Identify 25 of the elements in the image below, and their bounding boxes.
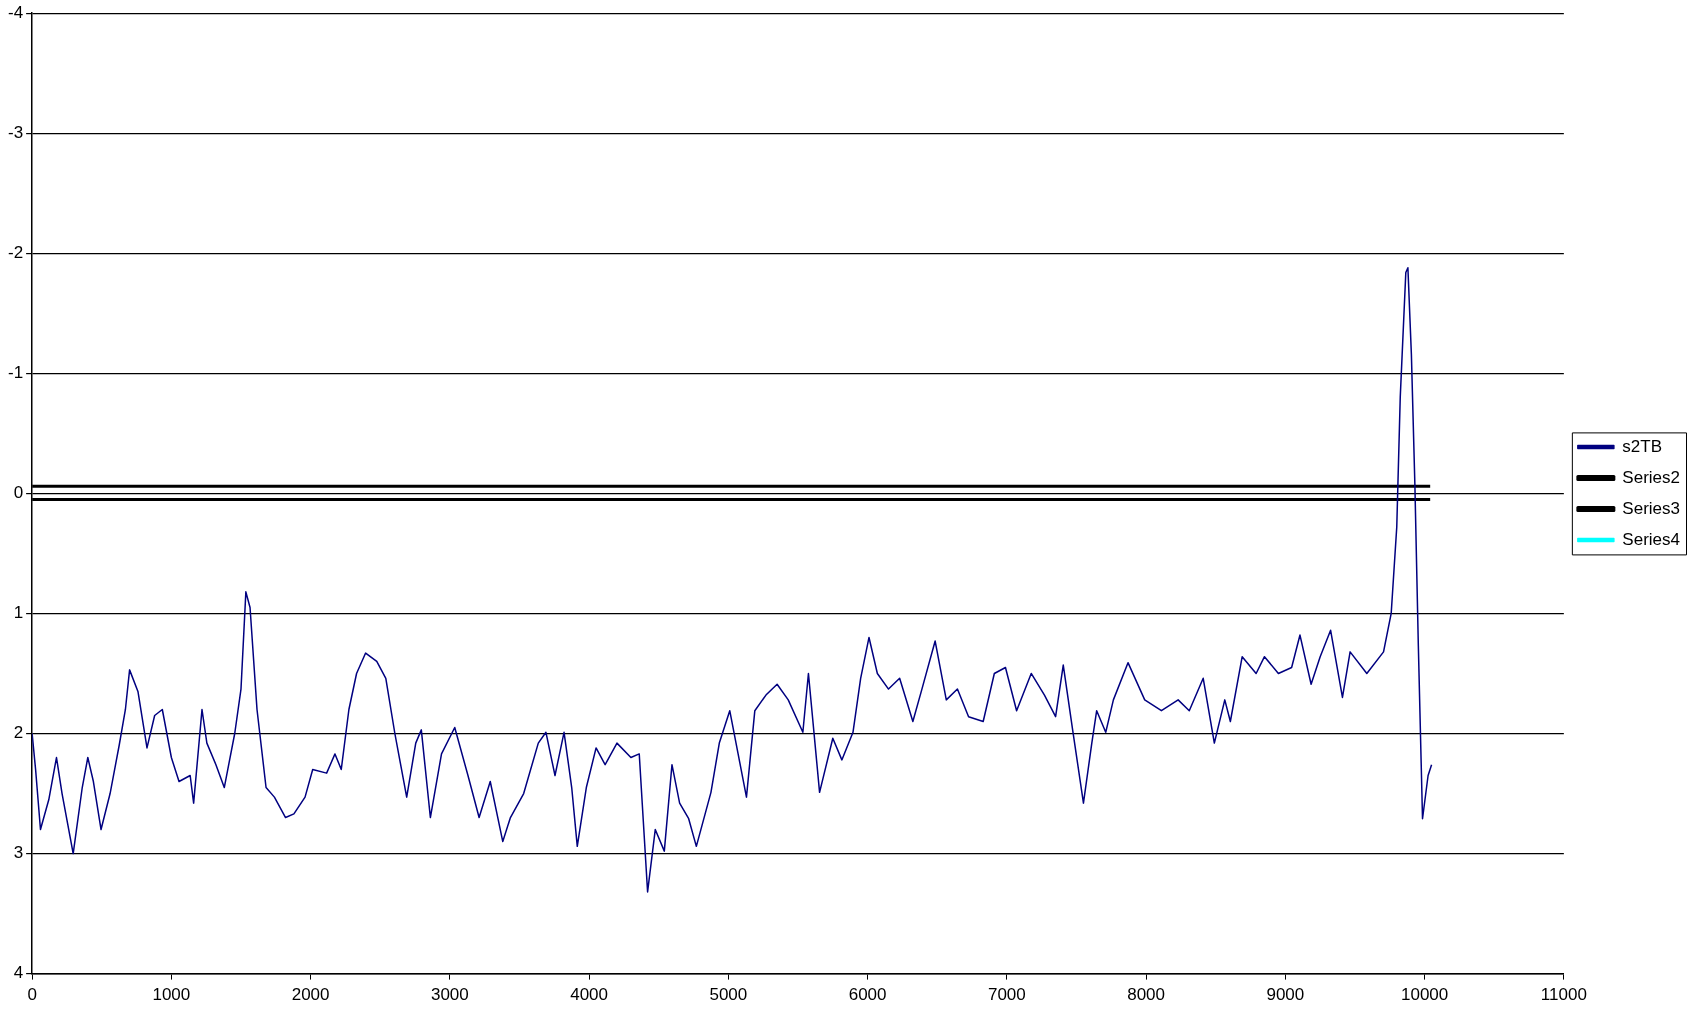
x-tick-label: 7000 — [987, 985, 1026, 1005]
x-tick-label: 0 — [27, 985, 37, 1005]
y-tick-label: 0 — [13, 483, 24, 503]
y-tick-label: -3 — [7, 122, 24, 142]
legend-label: Series3 — [1622, 498, 1680, 518]
y-tick-label: -4 — [7, 2, 24, 22]
x-tick-label: 5000 — [709, 985, 748, 1005]
y-tick-label: 2 — [13, 723, 24, 743]
x-tick-label: 1000 — [152, 985, 191, 1005]
legend-label: s2TB — [1622, 436, 1663, 456]
x-tick-label: 4000 — [570, 985, 609, 1005]
x-tick-label: 8000 — [1127, 985, 1166, 1005]
y-tick-label: -2 — [7, 242, 24, 262]
y-tick-label: 1 — [13, 603, 24, 623]
legend-label: Series4 — [1622, 529, 1680, 549]
y-tick-label: -1 — [7, 363, 24, 383]
y-tick-label: 4 — [13, 963, 24, 983]
y-tick-label: 3 — [13, 843, 24, 863]
x-tick-label: 10000 — [1400, 985, 1449, 1005]
x-tick-label: 2000 — [291, 985, 330, 1005]
legend-label: Series2 — [1622, 467, 1680, 487]
x-tick-label: 11000 — [1540, 985, 1587, 1005]
x-tick-label: 3000 — [430, 985, 469, 1005]
x-tick-label: 6000 — [848, 985, 887, 1005]
x-tick-label: 9000 — [1266, 985, 1305, 1005]
